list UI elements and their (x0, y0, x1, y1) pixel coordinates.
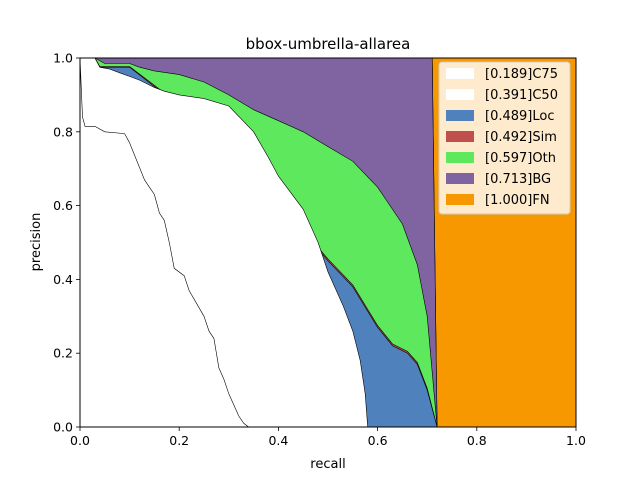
legend-swatch-c50 (446, 89, 474, 100)
y-tick-label: 1.0 (53, 51, 73, 66)
y-tick-label: 0.6 (53, 198, 73, 213)
plot-frame (79, 57, 577, 428)
legend-label-c50: [0.391]C50 (485, 88, 558, 103)
legend-label-c75: [0.189]C75 (485, 67, 558, 82)
legend-label-loc: [0.489]Loc (485, 109, 554, 124)
x-tick-label: 0.4 (268, 433, 288, 448)
legend-swatch-c75 (446, 68, 474, 79)
series-areas (79, 57, 577, 428)
axis-ticks: 0.0 0.2 0.4 0.6 0.8 1.0 0.0 0.2 0.4 0.6 0.8 1.0 (53, 51, 586, 449)
x-tick-label: 0.6 (368, 433, 388, 448)
x-tick-label: 0.2 (169, 433, 189, 448)
chart-title: bbox-umbrella-allarea (246, 35, 411, 53)
x-tick-label: 0.8 (467, 433, 487, 448)
legend-label-sim: [0.492]Sim (485, 130, 557, 145)
x-tick-label: 0.0 (70, 433, 90, 448)
x-axis-label: recall (310, 457, 345, 472)
legend-swatch-loc (446, 110, 474, 121)
y-tick-label: 0.8 (53, 124, 73, 139)
y-axis-label: precision (29, 213, 44, 272)
y-tick-label: 0.2 (53, 346, 73, 361)
legend-swatch-bg (446, 173, 474, 184)
legend-swatch-oth (446, 152, 474, 163)
x-tick-label: 1.0 (566, 433, 586, 448)
legend-label-bg: [0.713]BG (485, 172, 551, 187)
area-c75 (79, 57, 250, 428)
y-tick-label: 0.0 (53, 420, 73, 435)
legend: [0.189]C75 [0.391]C50 [0.489]Loc [0.492]Sim… (438, 61, 571, 215)
legend-swatch-fn (446, 194, 474, 205)
legend-swatch-sim (446, 131, 474, 142)
legend-label-oth: [0.597]Oth (485, 151, 556, 166)
y-tick-label: 0.4 (53, 272, 73, 287)
legend-label-fn: [1.000]FN (485, 193, 550, 208)
